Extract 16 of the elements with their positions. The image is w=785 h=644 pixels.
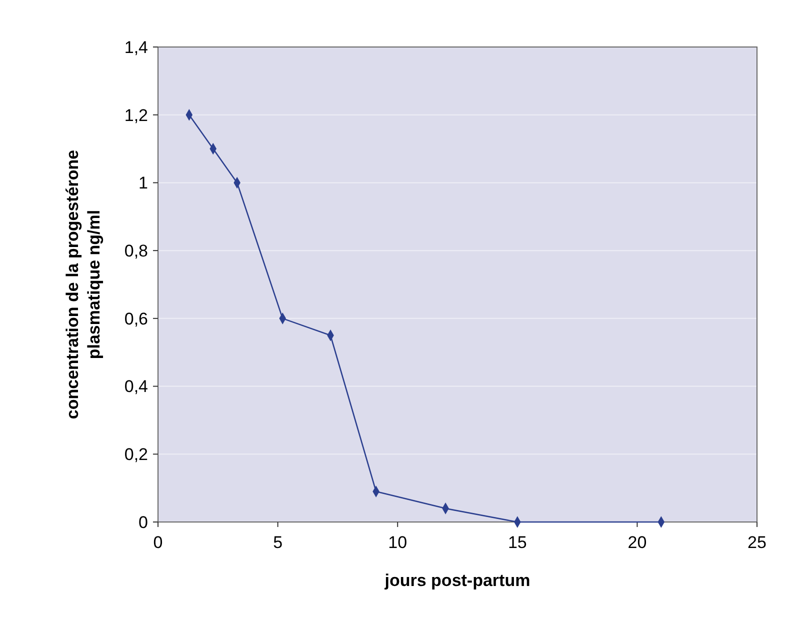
y-tick-label: 1,2 — [124, 106, 148, 125]
y-tick-label: 0 — [138, 512, 148, 532]
y-tick-label: 0,8 — [124, 242, 148, 261]
y-axis-title: concentration de la progestérone plasmatique ng/ml — [63, 150, 104, 420]
y-tick-label: 1 — [138, 174, 148, 193]
y-tick-label: 0,4 — [124, 377, 148, 396]
x-tick-label: 5 — [273, 533, 283, 552]
x-axis-title: jours post-partum — [384, 571, 530, 590]
y-tick-label: 0,2 — [124, 445, 148, 464]
x-tick-label: 25 — [748, 533, 766, 552]
x-tick-label: 10 — [388, 533, 408, 552]
x-tick-label: 0 — [153, 533, 163, 552]
x-tick-label: 20 — [628, 533, 647, 552]
x-tick-label: 15 — [508, 533, 527, 552]
y-tick-label: 1,4 — [124, 38, 148, 57]
y-tick-label: 0,6 — [124, 309, 148, 328]
